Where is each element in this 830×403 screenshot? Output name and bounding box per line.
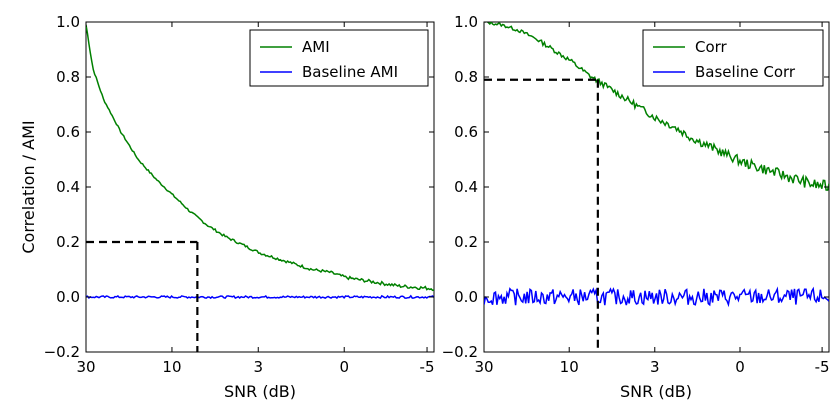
y-tick-label: 0.2 (56, 233, 80, 251)
legend-label: Baseline Corr (695, 63, 796, 81)
y-tick-label: 0.0 (56, 288, 80, 306)
series-line-baseline-corr (484, 286, 829, 308)
y-tick-label: 0.8 (56, 68, 80, 86)
series-line-baseline-ami (86, 294, 434, 300)
legend-label: AMI (302, 38, 330, 56)
x-tick-label: -5 (815, 358, 830, 376)
y-tick-label: 0.2 (454, 233, 478, 251)
y-tick-label: 0.8 (454, 68, 478, 86)
y-tick-label: 0.4 (56, 178, 80, 196)
x-axis-title: SNR (dB) (224, 382, 296, 401)
y-tick-label: 0.6 (56, 123, 80, 141)
legend-label: Corr (695, 38, 728, 56)
y-tick-label: −0.2 (44, 343, 80, 361)
legend: Corr Baseline Corr (642, 29, 824, 87)
series-line-ami (86, 24, 434, 292)
y-tick-label: −0.2 (442, 343, 478, 361)
x-tick-label: 3 (253, 358, 263, 376)
x-tick-label: 0 (735, 358, 745, 376)
y-tick-label: 0.0 (454, 288, 478, 306)
y-axis-title: Correlation / AMI (19, 120, 38, 253)
y-tick-label: 0.6 (454, 123, 478, 141)
legend-box (642, 29, 824, 87)
y-tick-label: 0.4 (454, 178, 478, 196)
x-tick-label: 30 (76, 358, 95, 376)
x-axis-title: SNR (dB) (620, 382, 692, 401)
y-tick-label: 1.0 (56, 13, 80, 31)
y-tick-label: 1.0 (454, 13, 478, 31)
x-tick-label: 3 (650, 358, 660, 376)
x-tick-label: 10 (162, 358, 181, 376)
x-tick-label: 30 (474, 358, 493, 376)
chart-panel-corr: 1.00.80.60.40.20.0−0.230 10 3 0 -5 SNR (dB) … (442, 13, 830, 401)
legend-label: Baseline AMI (302, 63, 398, 81)
legend: AMI Baseline AMI (249, 29, 429, 87)
x-tick-label: -5 (420, 358, 435, 376)
chart-panel-ami: 1.00.80.60.40.20.0−0.230 10 3 0 -5 SNR (dB) … (44, 13, 435, 401)
x-tick-label: 10 (560, 358, 579, 376)
x-tick-label: 0 (339, 358, 349, 376)
series-line-corr (484, 22, 829, 191)
legend-box (249, 29, 429, 87)
